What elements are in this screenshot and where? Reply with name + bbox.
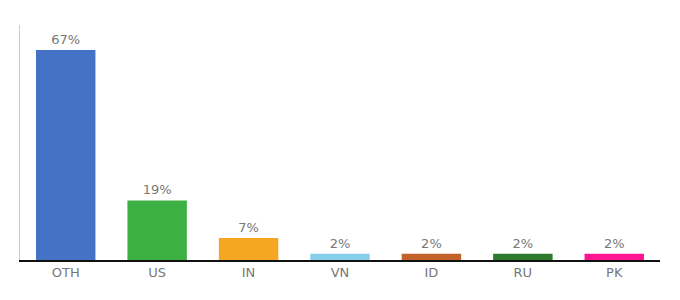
svg-text:ID: ID [425, 265, 439, 280]
svg-text:19%: 19% [143, 182, 172, 197]
svg-text:RU: RU [514, 265, 533, 280]
svg-text:7%: 7% [238, 220, 259, 235]
svg-text:2%: 2% [421, 236, 442, 251]
svg-text:PK: PK [606, 265, 623, 280]
svg-text:VN: VN [331, 265, 350, 280]
svg-text:2%: 2% [330, 236, 351, 251]
svg-text:US: US [148, 265, 166, 280]
svg-text:IN: IN [242, 265, 256, 280]
svg-text:67%: 67% [51, 32, 80, 47]
svg-text:2%: 2% [604, 236, 625, 251]
svg-text:OTH: OTH [52, 265, 80, 280]
svg-text:2%: 2% [513, 236, 534, 251]
